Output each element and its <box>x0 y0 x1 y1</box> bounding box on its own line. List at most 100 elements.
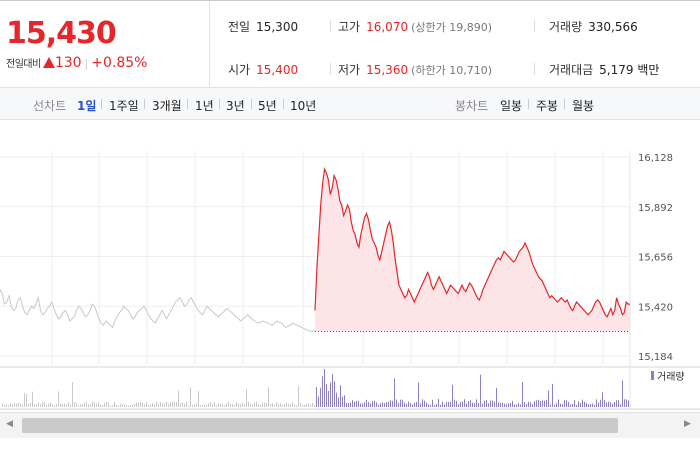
volume-bar <box>160 401 161 407</box>
volume-bar <box>384 403 385 407</box>
volume-bar <box>604 400 605 407</box>
volume-bar <box>108 402 109 407</box>
volume-bar <box>436 403 437 407</box>
volume-bar <box>594 404 595 407</box>
scrollbar-thumb[interactable] <box>22 418 618 433</box>
volume-bar <box>258 404 259 407</box>
volume-bar <box>394 378 395 407</box>
stat-divider <box>534 20 535 32</box>
volume-bar <box>276 402 277 407</box>
tab-1y[interactable]: 1년 <box>195 99 214 113</box>
volume-bar <box>74 401 75 407</box>
volume-bar <box>388 401 389 407</box>
volume-bar <box>520 404 521 407</box>
volume-bar <box>196 403 197 407</box>
volume-bar <box>472 402 473 407</box>
volume-bar <box>100 404 101 407</box>
volume-bar <box>28 403 29 407</box>
tab-3y[interactable]: 3년 <box>226 99 245 113</box>
tab-1w[interactable]: 1주일 <box>109 99 139 113</box>
volume-bar <box>234 405 235 407</box>
volume-bar <box>568 401 569 407</box>
volume-bar <box>458 404 459 407</box>
price-chart[interactable]: 16,128 15,892 15,656 15,420 15,184 거래량 <box>0 121 700 411</box>
volume-bar <box>114 402 115 407</box>
volume-bar <box>300 403 301 407</box>
volume-bar <box>76 402 77 407</box>
stat-divider <box>330 63 331 75</box>
tab-monthly[interactable]: 월봉 <box>572 99 595 113</box>
volume-bar <box>396 399 397 407</box>
y-tick-label: 16,128 <box>638 153 673 164</box>
volume-legend-label: 거래량 <box>657 371 685 383</box>
volume-bar <box>212 404 213 407</box>
volume-bar <box>148 405 149 407</box>
volume-bar <box>454 399 455 407</box>
volume-bar <box>138 402 139 407</box>
tab-10y[interactable]: 10년 <box>290 99 317 113</box>
volume-bar <box>208 403 209 407</box>
volume-bar <box>336 392 337 407</box>
volume-bar <box>58 391 59 407</box>
tab-3m[interactable]: 3개월 <box>152 99 182 113</box>
volume-bar <box>348 403 349 407</box>
volume-bar <box>444 404 445 407</box>
volume-bar <box>482 403 483 407</box>
change-separator: | <box>84 57 89 70</box>
volume-bar <box>18 402 19 407</box>
volume-bar <box>514 404 515 407</box>
today-area-fill <box>315 169 630 332</box>
volume-bar <box>572 404 573 407</box>
tab-divider <box>564 99 565 109</box>
volume-bar <box>314 405 315 407</box>
tab-daily[interactable]: 일봉 <box>500 99 523 113</box>
volume-bar <box>72 382 73 407</box>
volume-bar <box>312 402 313 407</box>
open-value: 15,400 <box>256 63 299 77</box>
chart-scrollbar[interactable]: ◀ ▶ <box>0 412 700 438</box>
scroll-right-arrow-icon[interactable]: ▶ <box>684 419 691 429</box>
price-change: 전일대비 130 | +0.85% <box>6 55 147 71</box>
volume-bar <box>552 383 553 407</box>
tab-weekly[interactable]: 주봉 <box>536 99 559 113</box>
volume-bar <box>262 402 263 407</box>
volume-bar <box>96 403 97 407</box>
low-stat: 저가 15,360 (하한가 10,710) <box>338 61 492 78</box>
tab-5y[interactable]: 5년 <box>258 99 277 113</box>
scroll-left-arrow-icon[interactable]: ◀ <box>6 419 13 429</box>
volume-bar <box>286 402 287 407</box>
tab-1d[interactable]: 1일 <box>77 99 97 113</box>
volume-bar <box>474 403 475 407</box>
volume-bar <box>580 403 581 407</box>
volume-bar <box>12 404 13 407</box>
volume-bar <box>576 404 577 407</box>
volume-bar <box>382 402 383 407</box>
volume-bar <box>86 401 87 407</box>
volume-bar <box>350 402 351 407</box>
today-series-line <box>314 167 630 318</box>
volume-bar <box>566 400 567 407</box>
volume-bar <box>452 384 453 407</box>
volume-bar <box>530 402 531 407</box>
volume-bar <box>52 404 53 407</box>
volume-bar <box>120 403 121 407</box>
volume-bar <box>624 399 625 407</box>
open-stat: 시가 15,400 <box>228 61 298 78</box>
current-price: 15,430 <box>6 16 117 51</box>
volume-bar <box>448 402 449 407</box>
volume-bar <box>608 401 609 407</box>
volume-bar <box>536 400 537 407</box>
volume-bar <box>510 402 511 407</box>
volume-bar <box>466 403 467 407</box>
volume-bar <box>406 403 407 407</box>
volume-bar <box>532 404 533 407</box>
volume-bar <box>512 400 513 407</box>
volume-bar <box>306 404 307 407</box>
volume-bar <box>360 403 361 407</box>
volume-bar <box>260 404 261 407</box>
today-layer <box>314 167 630 333</box>
volume-bar <box>588 404 589 407</box>
volume-bar <box>538 399 539 407</box>
volume-bar <box>468 400 469 407</box>
volume-bar <box>330 382 331 407</box>
